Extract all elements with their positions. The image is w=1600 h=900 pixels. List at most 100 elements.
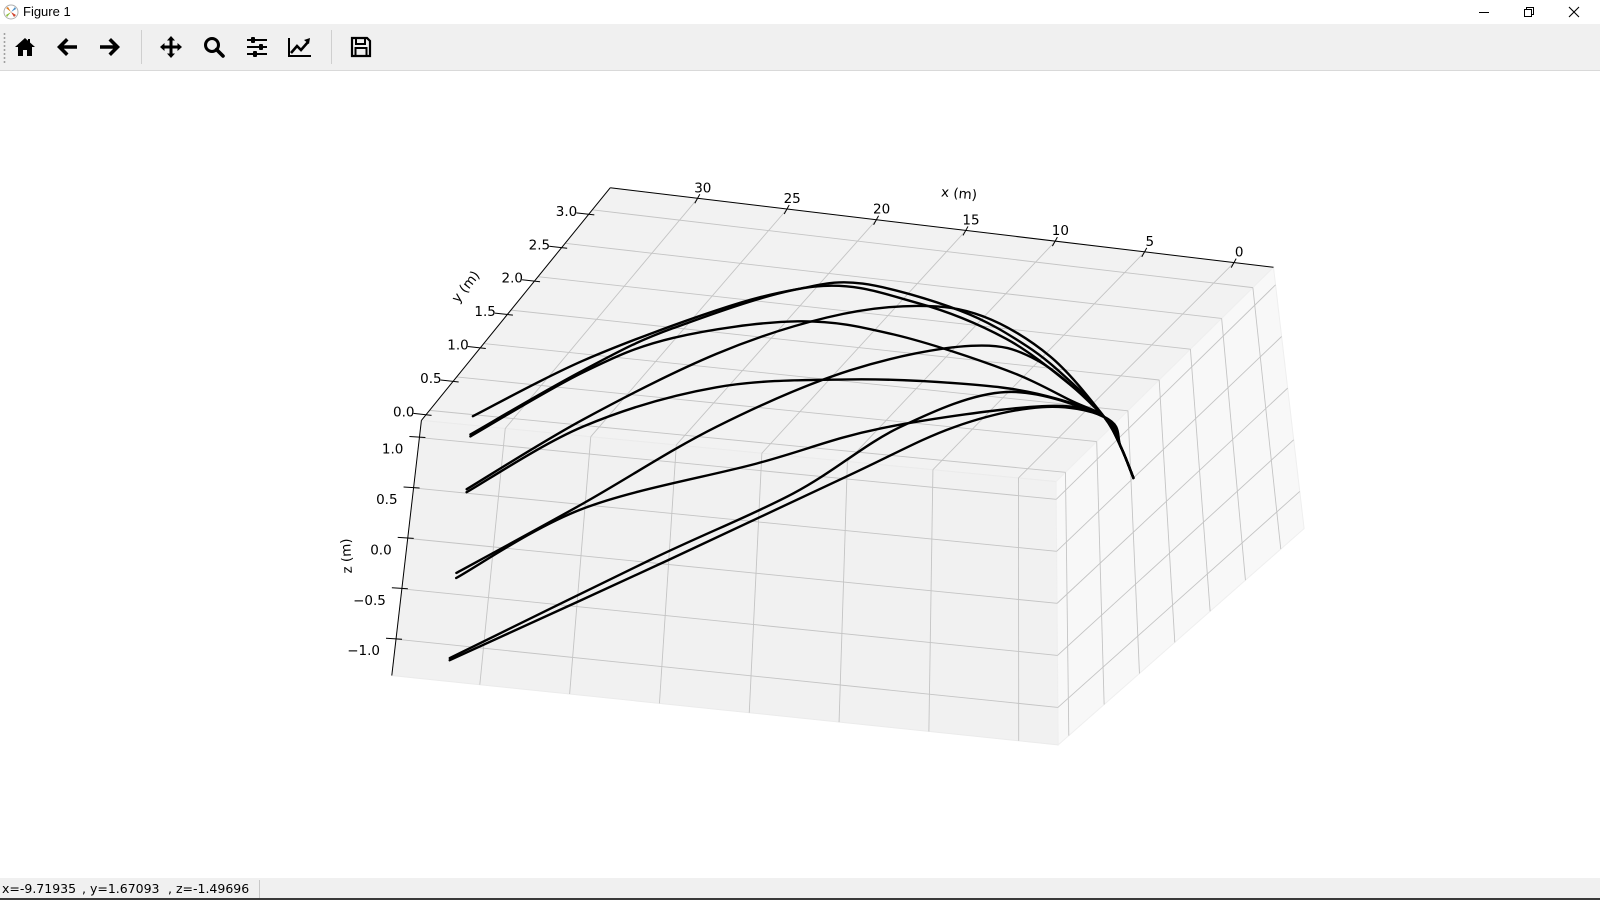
window-title: Figure 1 (23, 4, 71, 19)
z-tick-label: 1.0 (382, 442, 403, 458)
x-axis-label: x (m) (940, 184, 977, 203)
back-button[interactable] (52, 32, 82, 62)
gridline-y (1221, 318, 1246, 581)
y-tick-label: 1.0 (447, 338, 468, 354)
z-axis-line (391, 420, 422, 676)
axes-panes (391, 187, 1305, 746)
gridline-y (1096, 441, 1105, 705)
gridline-y (1127, 410, 1140, 674)
x-tick-mark (962, 226, 969, 236)
save-button[interactable] (346, 32, 376, 62)
z-tick-mark (385, 637, 403, 640)
title-bar: Figure 1 (0, 0, 1600, 24)
x-tick-label: 5 (1145, 234, 1154, 250)
z-tick-label: 0.5 (376, 492, 397, 508)
tick-marks-and-labels: 0 5 10 15 20 25 30 0.0 0.5 1.0 1.5 2.0 2.5 3.0 −1.0 −0.… (347, 180, 1243, 659)
gridline-y (456, 376, 1097, 443)
gridline-x (1018, 262, 1235, 479)
back-arrow-icon (57, 38, 77, 56)
trajectory-line-9 (448, 405, 1135, 662)
gridline-x (928, 469, 934, 732)
gridline-y (592, 209, 1253, 289)
z-tick-label: −0.5 (353, 593, 386, 609)
close-button[interactable] (1551, 0, 1597, 24)
z-axis-label: z (m) (338, 538, 356, 574)
gridline-z (395, 638, 1058, 708)
x-tick-label: 20 (873, 202, 890, 218)
configure-subplots-button[interactable] (242, 32, 272, 62)
gridline-z (1057, 439, 1295, 656)
gridline-z (1056, 336, 1282, 552)
trajectory-line-6 (455, 344, 1135, 575)
y-axis-label: y (m) (449, 268, 484, 306)
home-button[interactable] (10, 32, 40, 62)
gridline-x (504, 198, 699, 429)
gridline-y (537, 276, 1191, 350)
gridline-z (1055, 284, 1276, 500)
gridline-y (565, 242, 1222, 319)
pan-button[interactable] (156, 32, 186, 62)
status-x-coordinate: x=-9.71935 (2, 881, 77, 896)
minimize-button[interactable] (1461, 0, 1507, 24)
bottom-edge (0, 898, 1600, 900)
toolbar-separator (141, 30, 142, 64)
zoom-magnifier-icon (204, 37, 225, 58)
y-tick-mark (413, 412, 432, 416)
gridline-y (1252, 287, 1282, 550)
pane-yz (1055, 266, 1305, 746)
toolbar-separator (331, 30, 332, 64)
y-tick-mark (521, 279, 541, 283)
z-tick-mark (397, 536, 414, 539)
gridline-z (401, 588, 1058, 656)
y-tick-label: 0.5 (420, 371, 441, 387)
x-tick-mark (1051, 236, 1058, 247)
zoom-button[interactable] (199, 32, 229, 62)
z-tick-mark (403, 486, 420, 489)
gridline-z (1057, 491, 1301, 708)
edit-axis-button[interactable] (285, 32, 315, 62)
gridline-y (1065, 472, 1070, 736)
x-tick-label: 30 (694, 180, 711, 196)
home-icon (15, 38, 35, 56)
x-tick-mark (1141, 247, 1148, 258)
gridline-z (407, 537, 1058, 604)
forward-button[interactable] (95, 32, 125, 62)
navigation-toolbar (0, 24, 1600, 71)
gridline-x (658, 444, 677, 704)
z-tick-mark (391, 587, 408, 590)
y-tick-label: 2.5 (529, 237, 550, 253)
x-tick-mark (873, 215, 880, 225)
restore-icon (1524, 7, 1534, 17)
toolbar-grip[interactable] (3, 32, 6, 64)
x-tick-mark (694, 194, 701, 204)
z-tick-label: −1.0 (347, 643, 380, 659)
x-tick-label: 0 (1235, 245, 1244, 261)
status-z-coordinate: , z=-1.49696 (168, 881, 250, 896)
gridline-z (413, 487, 1057, 552)
matplotlib-icon (3, 4, 19, 20)
x-tick-mark (1230, 258, 1237, 268)
gridline-y (429, 409, 1066, 473)
z-tick-label: 0.0 (370, 542, 391, 558)
x-tick-mark (783, 204, 790, 215)
subplots-sliders-icon (247, 37, 267, 57)
x-tick-label: 10 (1052, 223, 1069, 239)
status-separator (259, 880, 260, 898)
restore-button[interactable] (1506, 0, 1552, 24)
gridline-y (483, 343, 1128, 412)
edit-axis-chart-icon (288, 38, 311, 57)
z-tick-mark (409, 436, 426, 439)
x-tick-label: 15 (962, 212, 979, 228)
gridline-x (838, 461, 848, 723)
trajectory-lines (448, 281, 1135, 662)
status-y-coordinate: , y=1.67093 (82, 881, 160, 896)
y-tick-mark (576, 212, 595, 216)
save-floppy-icon (350, 36, 372, 58)
gridline-y (1189, 349, 1211, 612)
status-bar: x=-9.71935 , y=1.67093 , z=-1.49696 (0, 878, 1600, 898)
gridline-x (761, 230, 967, 454)
minimize-icon (1479, 12, 1489, 13)
gridline-z (1056, 387, 1288, 604)
y-tick-mark (494, 312, 513, 316)
